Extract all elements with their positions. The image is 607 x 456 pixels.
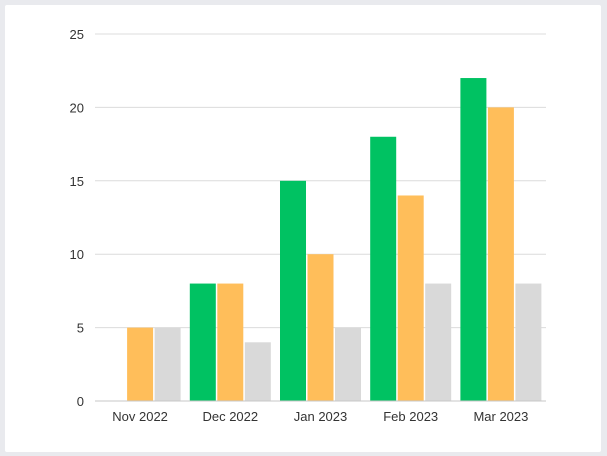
bar-series-1-1 [189, 283, 216, 401]
y-tick-label: 20 [70, 100, 84, 115]
x-tick-label: Dec 2022 [202, 409, 258, 424]
x-axis-ticks: Nov 2022 Dec 2022 Jan 2023 Feb 2023 Mar 2023 [112, 409, 528, 424]
x-tick-label: Mar 2023 [473, 409, 528, 424]
bar-series-1-2 [280, 180, 306, 401]
bar-series-3-3 [425, 283, 452, 401]
y-tick-label: 0 [77, 394, 84, 409]
y-tick-label: 10 [70, 247, 84, 262]
bar-series-2-0 [127, 327, 154, 401]
bar-series-3-2 [335, 327, 361, 401]
x-tick-label: Jan 2023 [294, 409, 348, 424]
bar-series-1-3 [370, 136, 397, 401]
x-tick-label: Feb 2023 [383, 409, 438, 424]
x-tick-label: Nov 2022 [112, 409, 168, 424]
bar-series-1-4 [460, 78, 487, 401]
y-axis-ticks: 0 5 10 15 20 25 [70, 27, 84, 409]
bar-series-2-3 [397, 195, 424, 401]
bar-series-2-4 [487, 107, 514, 402]
bar-series-3-0 [154, 327, 181, 401]
bar-series-3-4 [515, 283, 542, 401]
y-tick-label: 15 [70, 174, 84, 189]
y-tick-label: 5 [77, 321, 84, 336]
bars [127, 78, 542, 402]
bar-series-3-1 [244, 342, 271, 401]
y-tick-label: 25 [70, 27, 84, 42]
bar-series-2-1 [217, 283, 244, 401]
bar-series-2-2 [307, 254, 334, 401]
